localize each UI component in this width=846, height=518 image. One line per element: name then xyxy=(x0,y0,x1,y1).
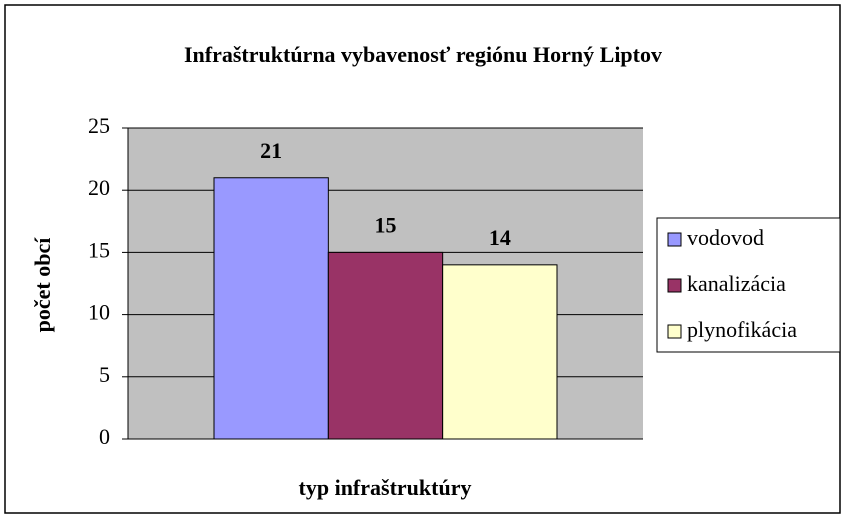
legend-label: plynofikácia xyxy=(687,317,797,342)
x-axis-label: typ infraštruktúry xyxy=(299,475,472,500)
legend-swatch xyxy=(667,324,682,339)
legend-label: vodovod xyxy=(687,225,764,250)
legend-label: kanalizácia xyxy=(687,271,786,296)
bar xyxy=(213,177,329,440)
y-tick-label: 25 xyxy=(88,113,110,138)
legend-swatch xyxy=(667,278,682,293)
y-tick-label: 20 xyxy=(88,175,110,200)
y-tick-label: 0 xyxy=(99,424,110,449)
data-label: 14 xyxy=(489,225,511,250)
data-label: 21 xyxy=(260,138,282,163)
legend-box xyxy=(656,217,841,353)
y-tick-label: 10 xyxy=(88,300,110,325)
y-axis-label: počet obcí xyxy=(30,237,55,333)
bar xyxy=(442,264,558,440)
chart-title: Infraštruktúrna vybavenosť regiónu Horný… xyxy=(184,42,662,67)
bar xyxy=(327,251,444,440)
y-tick-label: 15 xyxy=(88,237,110,262)
data-label: 15 xyxy=(375,212,397,237)
y-tick-label: 5 xyxy=(99,362,110,387)
legend-swatch xyxy=(667,232,682,247)
